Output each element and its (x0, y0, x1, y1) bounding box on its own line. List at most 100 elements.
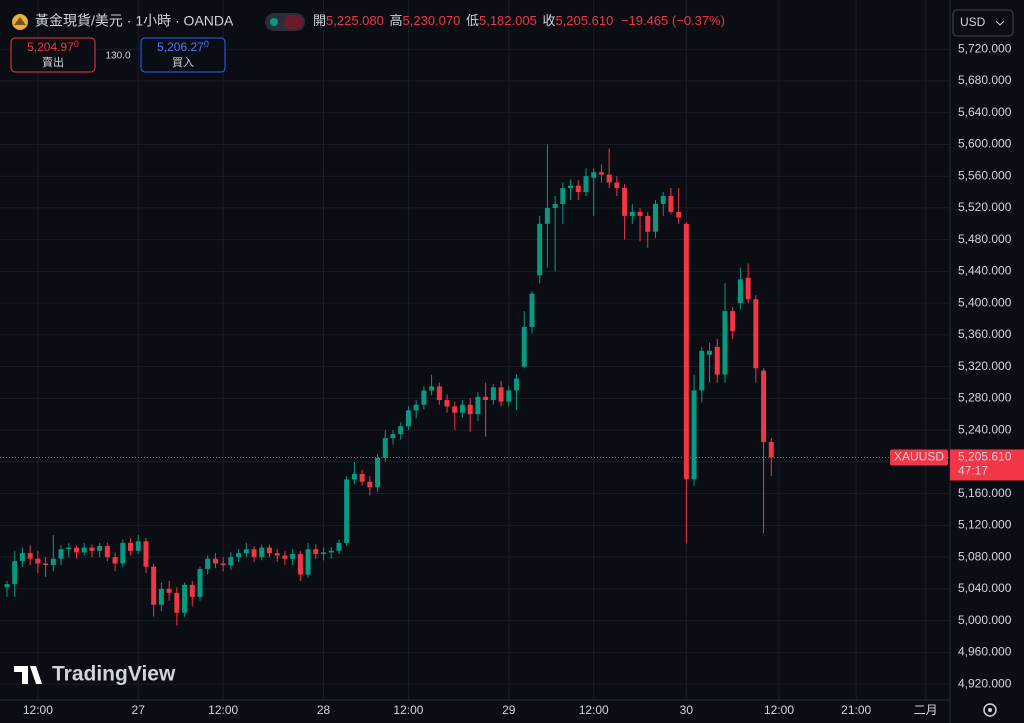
symbol-title[interactable]: 黃金現貨/美元 · 1小時 · OANDA (35, 13, 234, 29)
symbol-icon (14, 17, 26, 25)
candle-body (490, 387, 496, 400)
candle-body (43, 563, 49, 566)
candle-body (135, 541, 141, 551)
buy-digit: 0 (204, 39, 209, 49)
candle-body (483, 396, 489, 400)
change: −19.465 (−0.37%) (621, 13, 725, 28)
candle-body (668, 196, 674, 212)
candle-body (645, 215, 651, 232)
candle-body (236, 553, 242, 558)
y-tick-label: 5,360.000 (958, 327, 1012, 341)
x-tick-label: 12:00 (393, 703, 423, 717)
candle-body (266, 547, 272, 554)
currency: USD (960, 15, 986, 29)
candle-body (591, 172, 597, 178)
candle-body (506, 390, 512, 402)
watermark: TradingView (52, 663, 176, 686)
countdown: 47:17 (958, 464, 988, 478)
grid (0, 0, 950, 700)
candle-body (220, 563, 226, 566)
candle-body (27, 553, 33, 559)
candle-body (205, 558, 211, 570)
ohlc-label: 低 (466, 13, 479, 28)
x-tick-label: 28 (317, 703, 331, 717)
candle-body (436, 386, 442, 400)
candle-body (745, 277, 751, 300)
candle-body (297, 553, 303, 575)
x-tick-label: 12:00 (764, 703, 794, 717)
y-tick-label: 5,520.000 (958, 200, 1012, 214)
candle-body (143, 541, 149, 567)
symbol-tag-label: XAUUSD (894, 450, 944, 464)
candle-body (444, 400, 450, 407)
toggle (284, 15, 303, 29)
candle-body (568, 185, 574, 189)
ohlc-value: 5,230.070 (403, 13, 461, 28)
candle-body (459, 404, 465, 413)
candle-body (104, 546, 110, 558)
spread: 130.0 (105, 51, 130, 62)
candle-body (529, 293, 535, 327)
candle-body (707, 350, 713, 355)
candle-body (552, 203, 558, 208)
buy-button[interactable] (140, 37, 226, 73)
x-tick-label: 12:00 (23, 703, 53, 717)
candle-body (166, 588, 172, 593)
price-tag-label: 5,205.610 (958, 450, 1012, 464)
sell-button[interactable] (10, 37, 96, 73)
y-tick-label: 5,040.000 (958, 581, 1012, 595)
sell-label: 賣出 (42, 55, 64, 69)
y-tick-label: 5,600.000 (958, 137, 1012, 151)
candle-body (622, 188, 628, 216)
sell-digit: 0 (74, 39, 79, 49)
candle-body (4, 584, 10, 588)
candle-body (174, 592, 180, 613)
x-tick-label: 21:00 (841, 703, 871, 717)
y-tick-label: 5,560.000 (958, 168, 1012, 182)
candle-body (452, 406, 458, 413)
candle-body (629, 211, 635, 216)
x-tick-label: 12:00 (208, 703, 238, 717)
candle-body (50, 558, 56, 566)
candle-body (652, 203, 658, 232)
buy-price: 5,206.270 (157, 39, 209, 54)
candle-body (405, 410, 411, 427)
candle-body (475, 396, 481, 415)
candle-body (66, 547, 72, 550)
x-tick-label: 二月 (914, 703, 938, 717)
candle-body (683, 223, 689, 480)
ohlc-value: 5,182.005 (479, 13, 537, 28)
candle-body (305, 549, 311, 575)
candle-body (768, 442, 774, 458)
candle-body (328, 550, 334, 553)
ohlc-label: 高 (389, 13, 402, 28)
candle-body (336, 542, 342, 551)
candle-body (282, 555, 288, 559)
candle-body (575, 185, 581, 193)
candle-body (761, 370, 767, 443)
buy-price: 5,206.27 (157, 40, 204, 54)
currency-select[interactable] (952, 9, 1014, 37)
candle-body (128, 542, 134, 551)
y-tick-label: 5,480.000 (958, 232, 1012, 246)
candle-body (390, 434, 396, 439)
candle-body (197, 569, 203, 597)
candle-body (359, 473, 365, 482)
y-tick-label: 5,160.000 (958, 486, 1012, 500)
candle-body (89, 547, 95, 551)
candle-body (367, 481, 373, 488)
settings-icon[interactable] (983, 703, 997, 717)
candle-body (699, 350, 705, 391)
candle-body (722, 311, 728, 375)
y-tick-label: 5,680.000 (958, 73, 1012, 87)
y-tick-label: 5,080.000 (958, 549, 1012, 563)
settings-icon (988, 708, 992, 712)
candle-body (583, 176, 589, 193)
candle-body (537, 223, 543, 276)
candle-body (321, 552, 327, 554)
candle-body (81, 547, 87, 553)
price-tag (950, 449, 1024, 481)
buy-label: 買入 (172, 56, 194, 69)
candle-body (467, 404, 473, 415)
